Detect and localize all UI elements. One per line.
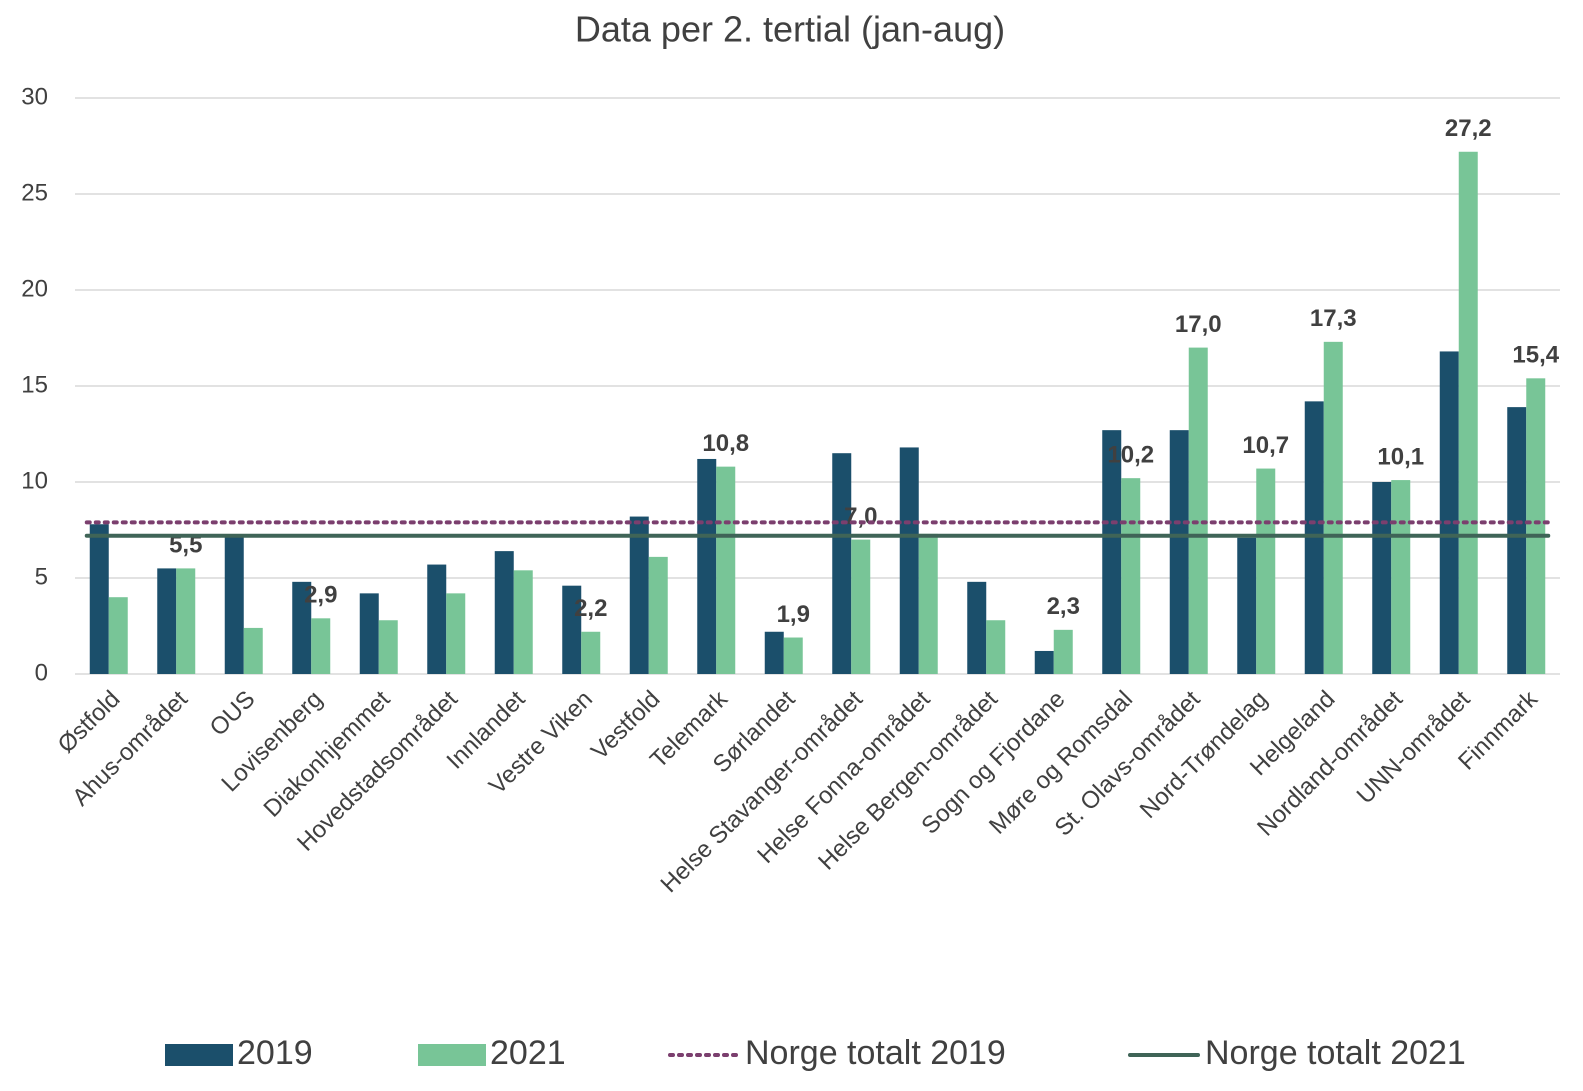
y-tick-label: 10 xyxy=(21,467,48,494)
bar xyxy=(1188,347,1208,674)
bar xyxy=(1391,480,1411,674)
data-label: 17,0 xyxy=(1175,311,1222,338)
bar xyxy=(1169,430,1189,674)
bar xyxy=(1372,482,1392,674)
bar xyxy=(243,627,263,674)
bar xyxy=(1323,341,1343,674)
y-tick-label: 15 xyxy=(21,371,48,398)
x-tick-label: OUS xyxy=(205,686,261,742)
bar xyxy=(311,618,331,674)
legend-swatch xyxy=(165,1044,233,1066)
bar xyxy=(446,593,466,674)
bar xyxy=(1458,151,1478,674)
data-label: 1,9 xyxy=(777,601,810,628)
bar xyxy=(899,447,919,674)
chart-title: Data per 2. tertial (jan-aug) xyxy=(575,9,1005,50)
bar xyxy=(1507,407,1527,674)
x-tick-label: Ahus-området xyxy=(67,685,193,811)
bar xyxy=(513,570,533,674)
y-tick-label: 0 xyxy=(35,659,48,686)
bar xyxy=(697,458,717,674)
bar xyxy=(292,581,312,674)
data-label: 2,3 xyxy=(1047,593,1080,620)
bar xyxy=(224,535,244,674)
y-tick-label: 5 xyxy=(35,563,48,590)
bar xyxy=(851,539,871,674)
data-label: 2,9 xyxy=(304,582,337,609)
legend-label: Norge totalt 2019 xyxy=(745,1034,1006,1072)
bar xyxy=(783,637,803,674)
bar xyxy=(1237,537,1257,674)
data-label: 17,3 xyxy=(1310,305,1357,332)
bar xyxy=(89,524,109,674)
data-label: 15,4 xyxy=(1512,342,1559,369)
bar xyxy=(427,564,447,674)
bar xyxy=(157,568,177,674)
bar xyxy=(1121,478,1141,674)
bar xyxy=(562,585,582,674)
bar xyxy=(378,620,398,674)
bar xyxy=(648,556,668,674)
bar xyxy=(832,453,852,674)
bar xyxy=(1102,430,1122,674)
y-tick-label: 20 xyxy=(21,275,48,302)
bar xyxy=(918,533,938,674)
bar xyxy=(1526,378,1546,674)
data-label: 10,2 xyxy=(1107,442,1154,469)
bar xyxy=(1439,351,1459,674)
legend-label: 2019 xyxy=(237,1034,313,1072)
y-tick-label: 25 xyxy=(21,179,48,206)
y-tick-label: 30 xyxy=(21,83,48,110)
legend-label: Norge totalt 2021 xyxy=(1205,1034,1466,1072)
data-label: 10,1 xyxy=(1377,443,1424,470)
bar xyxy=(581,631,601,674)
bar xyxy=(176,568,196,674)
bar xyxy=(967,581,987,674)
data-label: 2,2 xyxy=(574,595,607,622)
bar xyxy=(359,593,379,674)
bar xyxy=(108,597,128,674)
data-label: 10,8 xyxy=(702,430,749,457)
bar xyxy=(764,631,784,674)
bar xyxy=(986,620,1006,674)
data-label: 10,7 xyxy=(1242,432,1289,459)
data-label: 7,0 xyxy=(844,503,877,530)
legend-label: 2021 xyxy=(490,1034,566,1072)
bar xyxy=(494,551,514,674)
bar xyxy=(1034,650,1054,674)
bar xyxy=(1053,629,1073,674)
bar xyxy=(629,516,649,674)
data-label: 27,2 xyxy=(1445,115,1492,142)
legend-swatch xyxy=(418,1044,486,1066)
bar xyxy=(1256,468,1276,674)
bar xyxy=(716,466,736,674)
